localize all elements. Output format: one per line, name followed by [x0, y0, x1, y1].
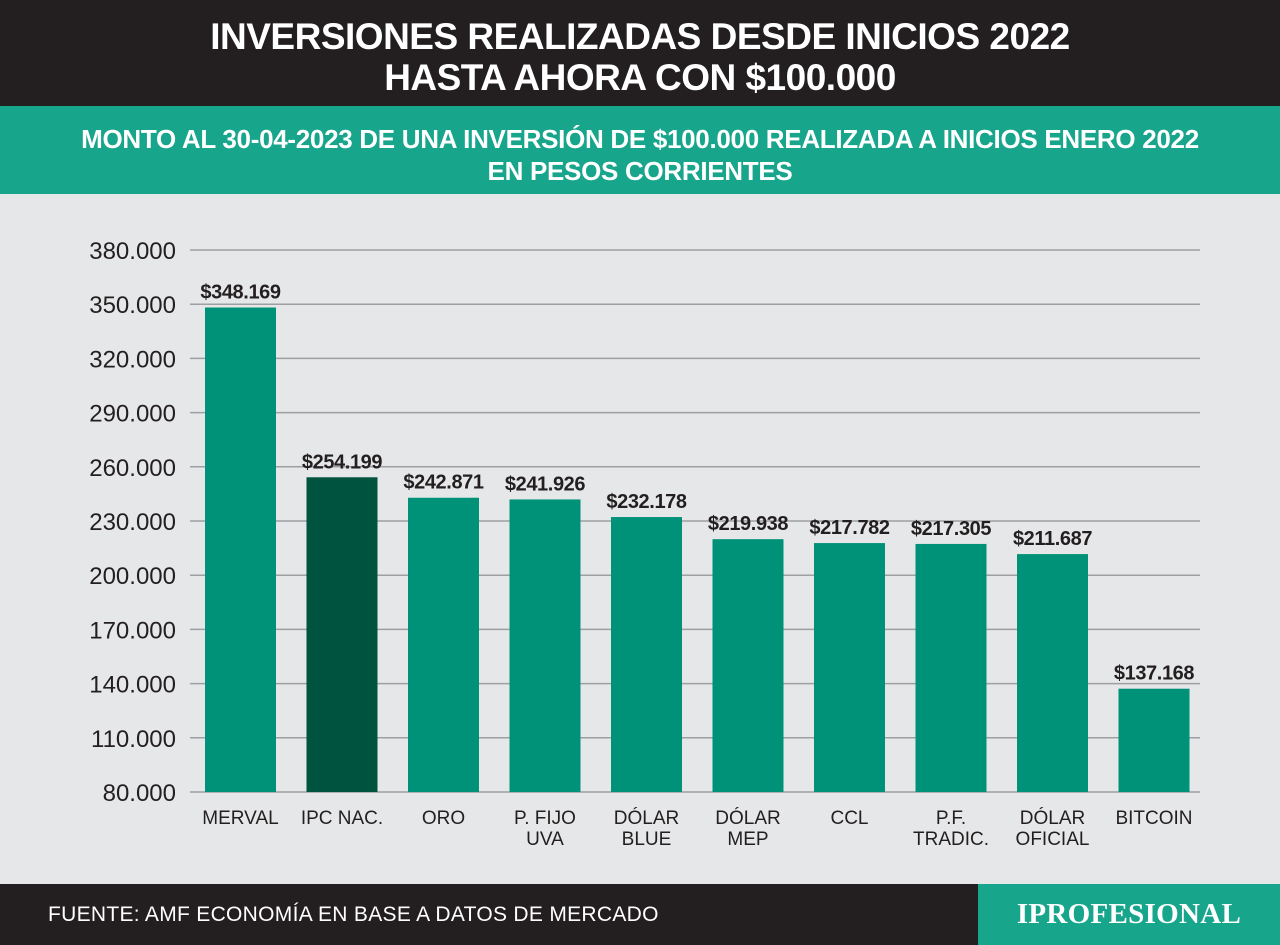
chart-subtitle-line2: EN PESOS CORRIENTES [487, 156, 793, 186]
x-tick-label: UVA [526, 829, 564, 850]
x-axis-labels: MERVAL IPC NAC. ORO P. FIJOUVADÓLARBLUEDÓLA… [202, 807, 1192, 850]
brand-logo: IPROFESIONAL [978, 884, 1280, 945]
chart-title-line1: INVERSIONES REALIZADAS DESDE INICIOS 202… [210, 16, 1070, 57]
x-tick-label: DÓLAR [614, 807, 679, 829]
source-note: FUENTE: AMF ECONOMÍA EN BASE A DATOS DE … [48, 903, 659, 926]
x-tick-label: MERVAL [202, 808, 278, 829]
bar [915, 543, 987, 792]
bar [205, 307, 276, 792]
x-tick-label: OFICIAL [1016, 829, 1090, 850]
bar [1118, 688, 1190, 792]
chart-area: 80.000 110.000 140.000 170.000 200.000 230.00… [0, 194, 1280, 884]
data-label: $217.782 [809, 517, 889, 539]
y-tick-label: 140.000 [89, 672, 176, 699]
x-tick-label: BITCOIN [1115, 808, 1192, 829]
bar-chart: 80.000 110.000 140.000 170.000 200.000 230.00… [89, 238, 1200, 850]
bar [509, 499, 581, 792]
chart-title-line2: HASTA AHORA CON $100.000 [384, 57, 896, 98]
x-tick-label: TRADIC. [913, 829, 989, 850]
data-label: $137.168 [1114, 663, 1194, 685]
x-tick-label: MEP [727, 829, 768, 850]
bar [814, 543, 885, 792]
bar [712, 539, 784, 792]
x-tick-label: DÓLAR [1020, 807, 1085, 829]
data-label: $217.305 [911, 518, 991, 540]
y-tick-label: 350.000 [89, 292, 176, 319]
data-label: $219.938 [708, 513, 788, 535]
data-label: $211.687 [1013, 528, 1092, 550]
x-tick-label: P.F. [936, 808, 966, 829]
x-tick-label: BLUE [622, 829, 672, 850]
bar [1017, 554, 1088, 792]
data-label: $242.871 [403, 472, 483, 494]
y-tick-label: 380.000 [89, 238, 176, 265]
x-tick-label: ORO [422, 808, 465, 829]
chart-subtitle-line1: MONTO AL 30-04-2023 DE UNA INVERSIÓN DE … [81, 124, 1199, 154]
y-tick-label: 260.000 [89, 455, 176, 482]
data-label: $348.169 [200, 282, 280, 304]
x-tick-label: DÓLAR [715, 807, 780, 829]
data-label: $254.199 [302, 451, 382, 473]
y-tick-label: 110.000 [91, 726, 176, 753]
x-tick-label: IPC NAC. [301, 808, 383, 829]
x-tick-label: CCL [830, 808, 868, 829]
footer: FUENTE: AMF ECONOMÍA EN BASE A DATOS DE … [0, 884, 1280, 945]
y-tick-label: 80.000 [103, 780, 176, 807]
subheader: MONTO AL 30-04-2023 DE UNA INVERSIÓN DE … [0, 106, 1280, 194]
data-label: $232.178 [606, 491, 686, 513]
bars [205, 307, 1190, 792]
y-axis-ticks: 80.000 110.000 140.000 170.000 200.000 230.00… [89, 238, 176, 807]
y-tick-label: 230.000 [89, 509, 176, 536]
y-tick-label: 200.000 [89, 563, 176, 590]
y-tick-label: 170.000 [89, 617, 176, 644]
bar [408, 497, 479, 792]
y-tick-label: 290.000 [89, 401, 176, 428]
bar [611, 517, 682, 792]
x-tick-label: P. FIJO [514, 808, 576, 829]
value-labels: $348.169 $254.199 $242.871 $241.926 $232.178… [200, 282, 1194, 685]
bar [306, 477, 378, 792]
data-label: $241.926 [505, 473, 585, 495]
header: INVERSIONES REALIZADAS DESDE INICIOS 202… [0, 0, 1280, 106]
y-tick-label: 320.000 [89, 346, 176, 373]
